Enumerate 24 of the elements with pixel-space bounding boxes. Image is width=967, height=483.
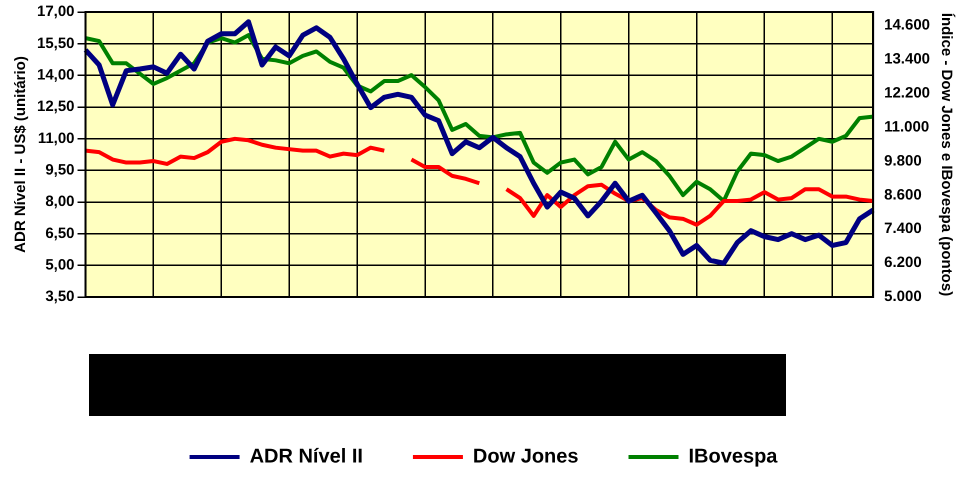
y2-tick-label: 5.000: [884, 288, 922, 306]
y2-tick-label: 8.600: [884, 186, 922, 204]
y-tick-label: 3,50: [45, 288, 75, 306]
y-tick-label: 17,00: [36, 3, 75, 20]
legend-label: ADR Nível II: [250, 446, 363, 468]
y-axis-title: ADR Nível II - US$ (unitário): [12, 56, 30, 253]
y2-axis-title: Índice - Dow Jones e IBovespa (pontos): [938, 12, 956, 296]
y2-tick-label: 11.000: [884, 118, 930, 136]
y-tick-label: 15,50: [36, 34, 75, 52]
y-tick-label: 12,50: [36, 98, 75, 116]
y2-tick-label: 13.400: [884, 50, 930, 68]
y-tick-label: 5,00: [45, 256, 75, 274]
y-tick-label: 14,00: [36, 66, 75, 84]
y-tick-label: 8,00: [45, 193, 75, 210]
y2-tick-label: 14.600: [884, 16, 930, 34]
y-tick-label: 11,00: [38, 130, 75, 147]
y2-tick-label: 9.800: [884, 152, 922, 170]
legend-label: Dow Jones: [472, 446, 579, 468]
y-tick-label: 9,50: [45, 161, 75, 178]
y2-tick-label: 7.400: [884, 220, 922, 238]
legend-label: IBovespa: [688, 446, 778, 468]
y2-tick-label: 12.200: [884, 84, 930, 102]
y-tick-label: 6,50: [45, 224, 75, 242]
y2-tick-label: 6.200: [884, 254, 922, 272]
